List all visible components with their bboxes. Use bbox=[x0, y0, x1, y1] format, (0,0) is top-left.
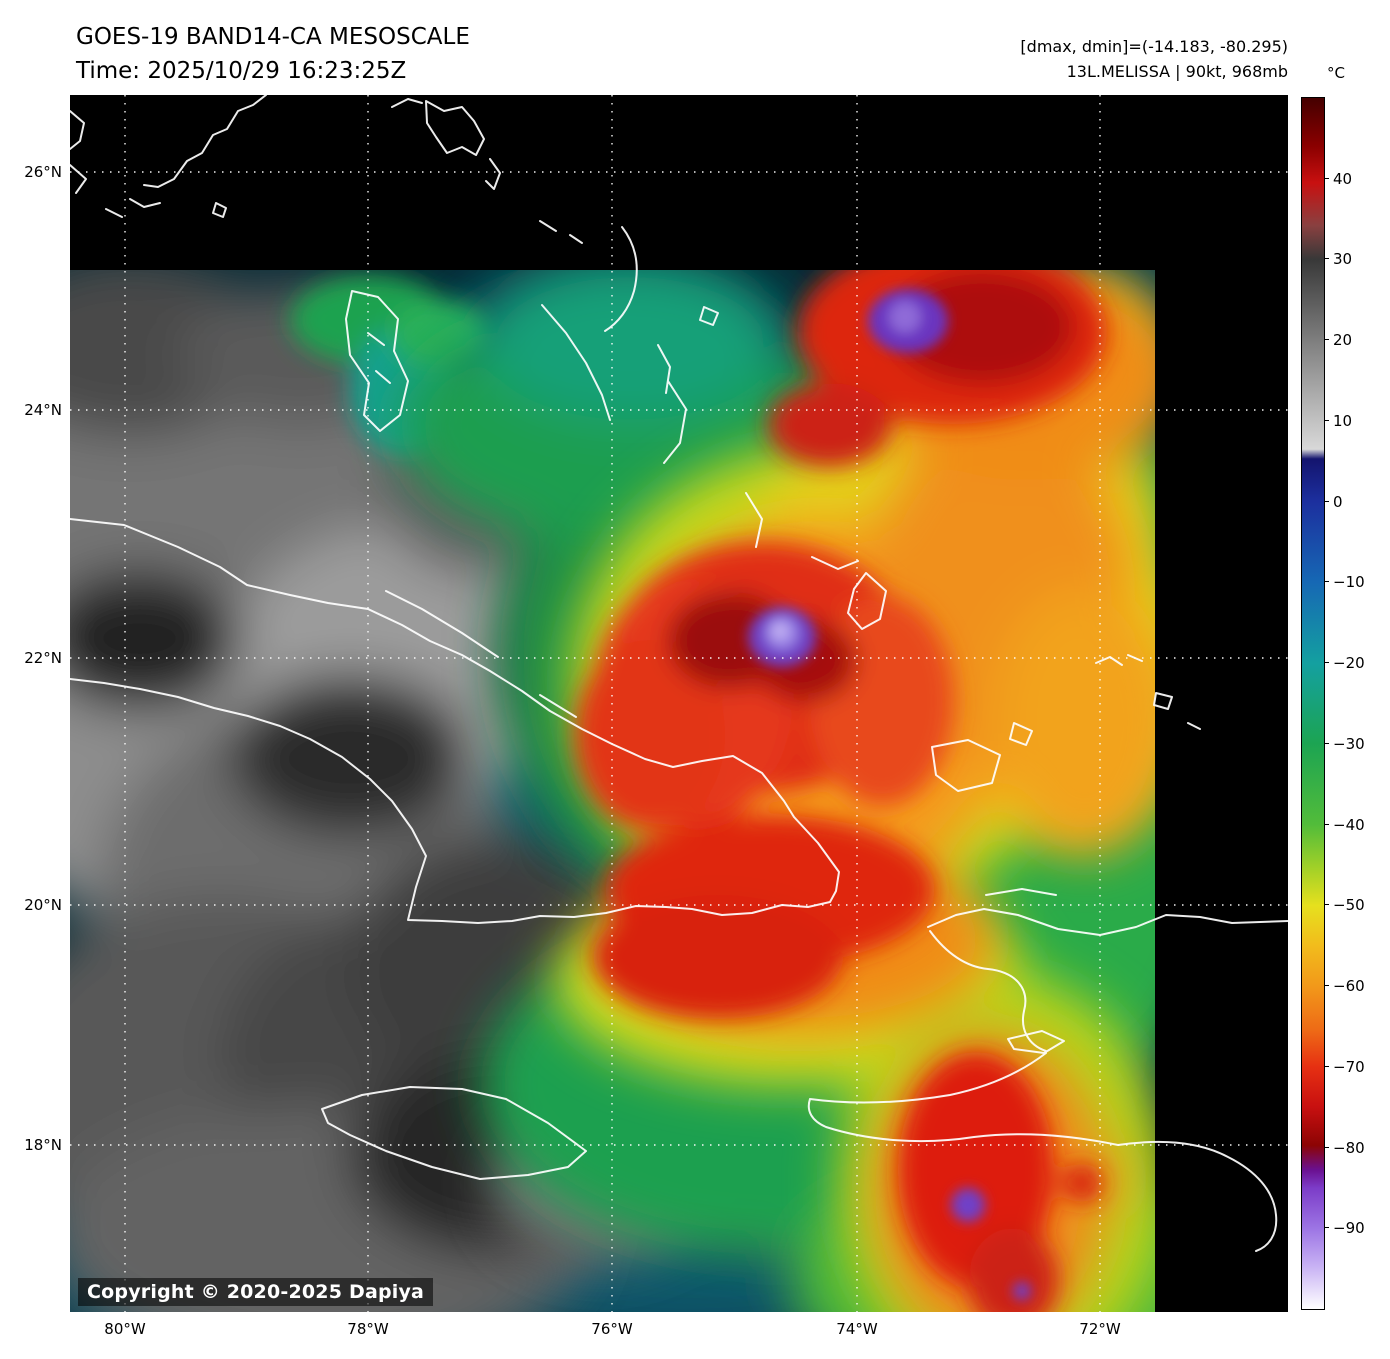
coastline-florida bbox=[70, 95, 267, 218]
colorbar-tick-mark bbox=[1324, 662, 1329, 664]
colorbar-tick-label: 0 bbox=[1333, 492, 1343, 511]
satellite-imagery bbox=[70, 95, 1288, 1312]
header-left: GOES-19 BAND14-CA MESOSCALE Time: 2025/1… bbox=[76, 20, 470, 88]
lon-tick-label: 74°W bbox=[836, 1320, 878, 1338]
lat-tick-label: 18°N bbox=[24, 1136, 62, 1154]
coastline-cuba bbox=[70, 518, 840, 924]
data-region bbox=[70, 270, 1155, 1312]
colorbar-tick-label: −70 bbox=[1333, 1057, 1365, 1076]
colorbar-tick-mark bbox=[1324, 500, 1329, 502]
lat-tick-label: 22°N bbox=[24, 649, 62, 667]
colorbar-tick-label: −90 bbox=[1333, 1219, 1365, 1238]
colorbar-tick-mark bbox=[1324, 742, 1329, 744]
colorbar-tick-label: −40 bbox=[1333, 815, 1365, 834]
header-right: [dmax, dmin]=(-14.183, -80.295) 13L.MELI… bbox=[1020, 34, 1288, 84]
lat-tick-label: 24°N bbox=[24, 401, 62, 419]
gridlines bbox=[70, 95, 1288, 1312]
colorbar: 40 30 20 10 0 −10 −20 −30 −40 −50 −60 −70 −80 −90 bbox=[1301, 97, 1365, 1310]
colorbar-tick-label: 40 bbox=[1333, 169, 1353, 188]
colorbar-tick-mark bbox=[1324, 985, 1329, 987]
colorbar-tick-mark bbox=[1324, 1146, 1329, 1148]
colorbar-tick-label: −80 bbox=[1333, 1138, 1365, 1157]
colorbar-tick-label: −10 bbox=[1333, 573, 1365, 592]
timestamp: Time: 2025/10/29 16:23:25Z bbox=[76, 58, 407, 84]
colorbar-tick-mark bbox=[1324, 177, 1329, 179]
map-canvas: Copyright © 2020-2025 Dapiya bbox=[70, 95, 1288, 1312]
colorbar-tick-mark bbox=[1324, 339, 1329, 341]
lon-tick-label: 72°W bbox=[1079, 1320, 1121, 1338]
colorbar-tick-mark bbox=[1324, 823, 1329, 825]
colorbar-tick-label: −30 bbox=[1333, 734, 1365, 753]
coastline-andros bbox=[345, 290, 409, 432]
coastline-inagua bbox=[931, 722, 1033, 792]
colorbar-tick-label: −60 bbox=[1333, 977, 1365, 996]
colorbar-tick-mark bbox=[1324, 904, 1329, 906]
hurricane-red-core bbox=[575, 270, 1107, 1312]
coastline-jamaica bbox=[321, 1086, 587, 1180]
colorbar-unit: °C bbox=[1327, 64, 1345, 82]
colorbar-tick-label: 10 bbox=[1333, 411, 1353, 430]
colorbar-tick-label: −50 bbox=[1333, 896, 1365, 915]
colorbar-tick-label: −20 bbox=[1333, 654, 1365, 673]
coastline-bahamas-north bbox=[391, 98, 719, 394]
lon-tick-label: 80°W bbox=[104, 1320, 146, 1338]
lat-tick-label: 26°N bbox=[24, 163, 62, 181]
lat-tick-label: 20°N bbox=[24, 896, 62, 914]
dmax-dmin-readout: [dmax, dmin]=(-14.183, -80.295) bbox=[1020, 37, 1288, 56]
lon-tick-label: 76°W bbox=[591, 1320, 633, 1338]
colorbar-gradient bbox=[1302, 98, 1324, 1309]
colorbar-tick-mark bbox=[1324, 1227, 1329, 1229]
lon-tick-label: 78°W bbox=[347, 1320, 389, 1338]
storm-info: 13L.MELISSA | 90kt, 968mb bbox=[1066, 62, 1288, 81]
copyright-badge: Copyright © 2020-2025 Dapiya bbox=[78, 1278, 434, 1306]
colorbar-tick-mark bbox=[1324, 581, 1329, 583]
coastlines bbox=[70, 95, 1288, 1252]
coastline-bahamas-south bbox=[541, 304, 887, 630]
colorbar-tick-mark bbox=[1324, 258, 1329, 260]
product-title: GOES-19 BAND14-CA MESOSCALE bbox=[76, 24, 470, 50]
colorbar-tick-label: 20 bbox=[1333, 331, 1353, 350]
colorbar-tick-mark bbox=[1324, 419, 1329, 421]
colorbar-tick-mark bbox=[1324, 1065, 1329, 1067]
hurricane-eye bbox=[748, 289, 1031, 1300]
colorbar-tick-label: 30 bbox=[1333, 250, 1353, 269]
